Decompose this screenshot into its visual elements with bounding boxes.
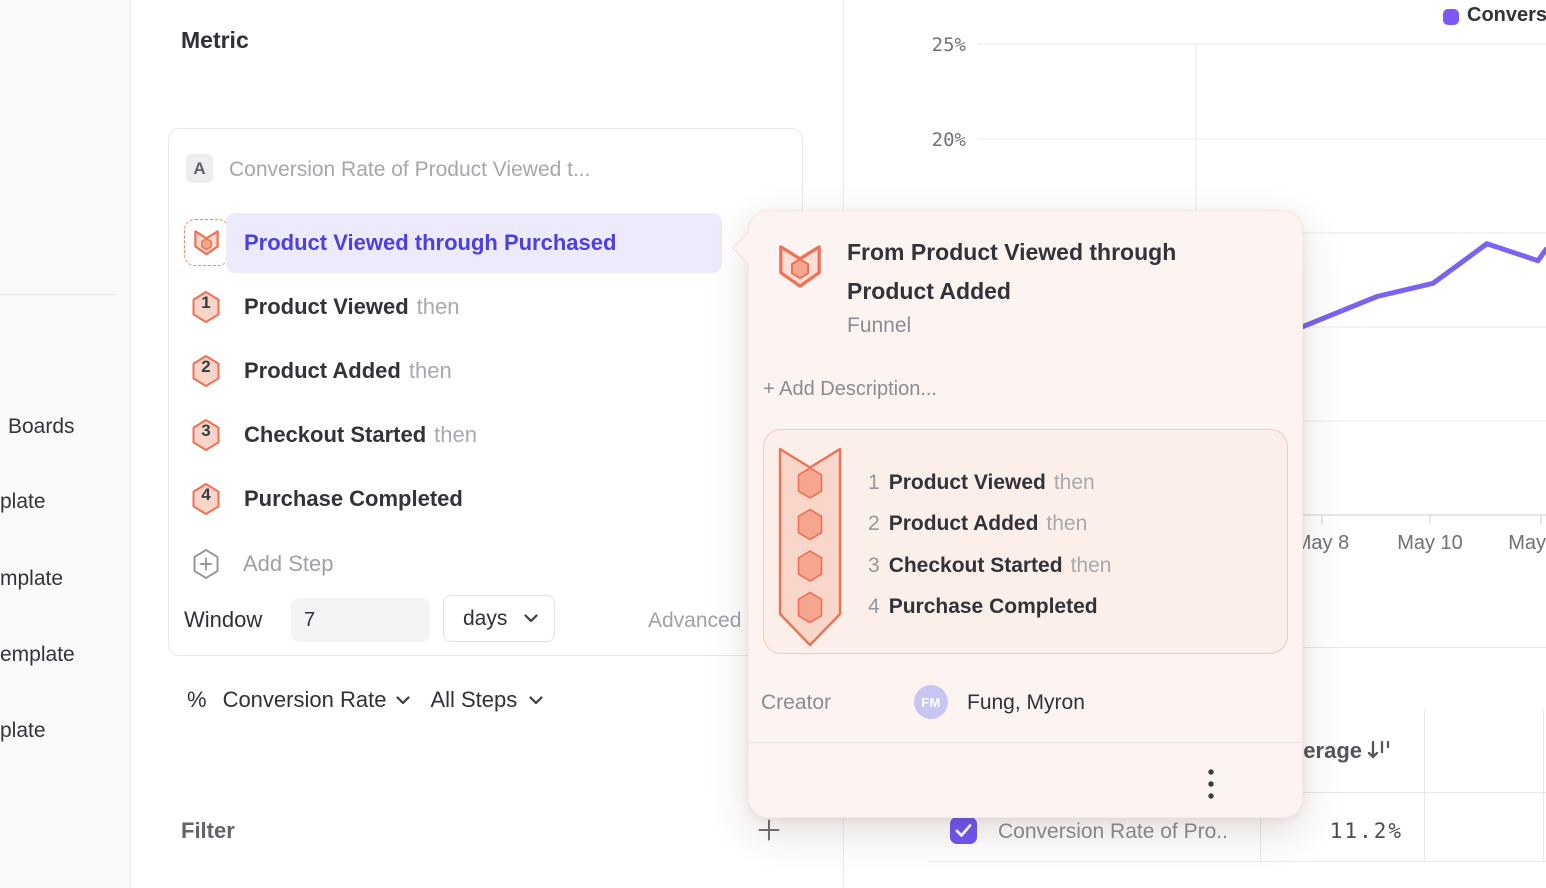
table-row-label[interactable]: Conversion Rate of Pro...: [998, 820, 1228, 843]
funnel-step-2[interactable]: 2 Product Added then: [191, 353, 452, 389]
popover-step-1: 1 Product Viewed then: [868, 471, 1095, 494]
sidebar-item-template-2[interactable]: mplate: [0, 567, 64, 590]
add-step-button[interactable]: Add Step: [192, 546, 334, 582]
funnel-name-button[interactable]: Product Viewed through Purchased: [226, 213, 722, 273]
popover-divider: [749, 742, 1302, 743]
funnel-metric-icon[interactable]: [184, 219, 229, 266]
step-3-name: Checkout Started: [244, 422, 427, 447]
creator-avatar: FM: [914, 685, 948, 719]
funnel-steps-summary-box: 1 Product Viewed then 2 Product Added then 3…: [763, 429, 1288, 654]
sort-descending-icon[interactable]: [1366, 737, 1393, 763]
funnel-details-popover: From Product Viewed through Product Adde…: [732, 210, 1303, 818]
funnel-name-label: Product Viewed through Purchased: [244, 230, 617, 255]
more-options-button[interactable]: [1195, 763, 1227, 807]
popover-type-label: Funnel: [847, 314, 912, 337]
add-step-hexagon-plus-icon: [193, 549, 219, 579]
metric-section-title: Metric: [181, 27, 249, 53]
funnel-step-3[interactable]: 3 Checkout Started then: [191, 417, 477, 453]
funnel-icon: [194, 230, 219, 256]
step-4-hexagon-badge: 4: [191, 482, 221, 516]
popover-step-2: 2 Product Added then: [868, 512, 1088, 535]
step-1-name: Product Viewed: [244, 294, 409, 319]
step-2-hexagon-badge: 2: [191, 354, 221, 388]
kebab-menu-icon: [1208, 769, 1214, 799]
series-visibility-checkbox[interactable]: [950, 817, 977, 844]
table-row-border: [928, 861, 1546, 862]
sidebar-item-template-1[interactable]: plate: [0, 490, 46, 513]
table-top-border: [1303, 647, 1546, 648]
svg-text:May 8: May 8: [1295, 532, 1349, 554]
step-2-name: Product Added: [244, 358, 401, 383]
series-badge-a: A: [186, 154, 213, 183]
measurement-row: % Conversion Rate All Steps: [187, 686, 543, 714]
plus-icon: [758, 819, 780, 841]
popover-step-3: 3 Checkout Started then: [868, 554, 1112, 577]
svg-text:20%: 20%: [932, 129, 967, 151]
svg-text:25%: 25%: [932, 34, 967, 56]
svg-text:May 10: May 10: [1397, 532, 1463, 554]
sidebar-item-template-4[interactable]: plate: [0, 719, 46, 742]
chevron-down-icon[interactable]: [529, 695, 543, 705]
svg-text:May 12: May 12: [1508, 532, 1546, 554]
table-row-average-value: 11.2%: [1329, 819, 1403, 843]
sidebar-item-boards[interactable]: Boards: [8, 415, 75, 438]
step-1-suffix: then: [416, 294, 460, 319]
funnel-step-1[interactable]: 1 Product Viewed then: [191, 289, 459, 325]
sidebar: Boards plate mplate emplate plate: [0, 0, 131, 888]
step-2-suffix: then: [408, 358, 452, 383]
popover-title: From Product Viewed through Product Adde…: [847, 239, 1177, 304]
filter-section-title: Filter: [181, 818, 235, 843]
add-filter-button[interactable]: [756, 817, 782, 843]
table-col-divider: [1424, 710, 1425, 862]
window-value-input[interactable]: [291, 598, 430, 642]
sidebar-item-template-3[interactable]: emplate: [0, 643, 75, 666]
measure-type-dropdown[interactable]: Conversion Rate: [222, 687, 387, 712]
step-3-hexagon-badge: 3: [191, 418, 221, 452]
series-title[interactable]: Conversion Rate of Product Viewed t...: [229, 158, 591, 181]
step-1-hexagon-badge: 1: [191, 290, 221, 324]
add-step-label: Add Step: [243, 551, 334, 576]
table-col-divider-2: [1543, 710, 1544, 862]
sidebar-divider: [0, 294, 115, 295]
legend-label: Conversion Rate of Pro...: [1467, 3, 1546, 26]
metric-definition-card: A Conversion Rate of Product Viewed t...…: [168, 128, 803, 656]
popover-step-4: 4 Purchase Completed: [868, 595, 1098, 618]
steps-scope-dropdown[interactable]: All Steps: [430, 687, 518, 712]
advanced-button[interactable]: Advanced: [648, 609, 742, 632]
funnel-icon: [779, 245, 821, 288]
funnel-step-4[interactable]: 4 Purchase Completed: [191, 481, 471, 517]
step-3-suffix: then: [434, 422, 477, 447]
window-unit-value: days: [463, 606, 508, 630]
add-description-button[interactable]: + Add Description...: [763, 378, 937, 400]
chart-legend[interactable]: Conversion Rate of Pro...: [1435, 0, 1546, 30]
chevron-down-icon[interactable]: [396, 695, 411, 705]
check-icon: [955, 824, 972, 837]
step-4-name: Purchase Completed: [244, 486, 463, 511]
window-unit-select[interactable]: days: [443, 595, 555, 642]
legend-swatch: [1443, 8, 1459, 25]
creator-name: Fung, Myron: [967, 691, 1085, 714]
table-col-divider-3: [1260, 793, 1261, 862]
chevron-down-icon: [524, 614, 538, 623]
creator-label: Creator: [761, 691, 832, 714]
window-label: Window: [184, 607, 263, 632]
measure-prefix: %: [187, 687, 207, 712]
funnel-banner-graphic: [778, 447, 842, 647]
